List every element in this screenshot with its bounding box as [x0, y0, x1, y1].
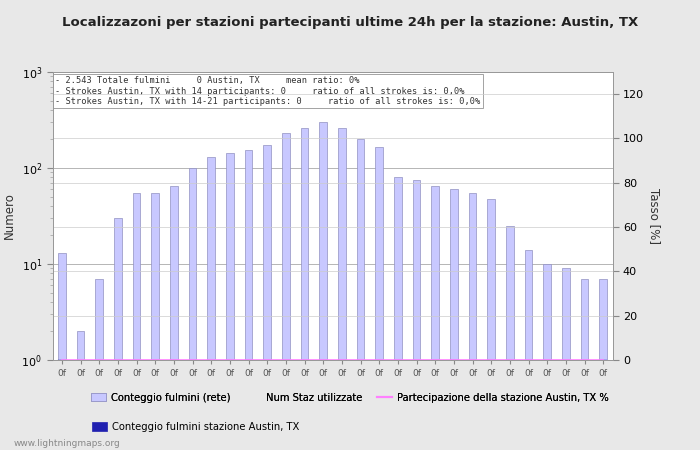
Partecipazione della stazione Austin, TX % — [431, 357, 440, 363]
Partecipazione della stazione Austin, TX % — [599, 357, 608, 363]
Bar — [207, 360, 215, 450]
Bar — [338, 128, 346, 450]
Bar — [506, 360, 514, 450]
Bar — [301, 360, 308, 450]
Bar — [543, 264, 551, 450]
Partecipazione della stazione Austin, TX % — [225, 357, 234, 363]
Y-axis label: Tasso [%]: Tasso [%] — [648, 188, 661, 244]
Partecipazione della stazione Austin, TX % — [468, 357, 477, 363]
Partecipazione della stazione Austin, TX % — [393, 357, 402, 363]
Bar — [431, 360, 439, 450]
Legend: Conteggio fulmini (rete), Num Staz utilizzate, Partecipazione della stazione Aus: Conteggio fulmini (rete), Num Staz utili… — [88, 389, 612, 407]
Partecipazione della stazione Austin, TX % — [319, 357, 328, 363]
Bar — [189, 168, 196, 450]
Text: - 2.543 Totale fulmini     0 Austin, TX     mean ratio: 0%
- Strokes Austin, TX : - 2.543 Totale fulmini 0 Austin, TX mean… — [55, 76, 480, 106]
Partecipazione della stazione Austin, TX % — [412, 357, 421, 363]
Bar — [207, 157, 215, 450]
Bar — [95, 360, 103, 450]
Partecipazione della stazione Austin, TX % — [524, 357, 533, 363]
Partecipazione della stazione Austin, TX % — [169, 357, 178, 363]
Bar — [599, 360, 607, 450]
Bar — [413, 360, 420, 450]
Bar — [151, 360, 159, 450]
Partecipazione della stazione Austin, TX % — [375, 357, 384, 363]
Partecipazione della stazione Austin, TX % — [76, 357, 85, 363]
Partecipazione della stazione Austin, TX % — [505, 357, 514, 363]
Partecipazione della stazione Austin, TX % — [263, 357, 272, 363]
Bar — [58, 253, 66, 450]
Bar — [450, 360, 458, 450]
Bar — [263, 144, 271, 450]
Partecipazione della stazione Austin, TX % — [113, 357, 122, 363]
Bar — [77, 360, 84, 450]
Bar — [431, 186, 439, 450]
Partecipazione della stazione Austin, TX % — [300, 357, 309, 363]
Bar — [525, 250, 532, 450]
Bar — [189, 360, 196, 450]
Bar — [525, 360, 532, 450]
Partecipazione della stazione Austin, TX % — [356, 357, 365, 363]
Bar — [319, 122, 327, 450]
Bar — [487, 360, 495, 450]
Partecipazione della stazione Austin, TX % — [337, 357, 346, 363]
Bar — [245, 150, 252, 450]
Bar — [282, 133, 290, 450]
Bar — [301, 128, 308, 450]
Bar — [469, 193, 476, 450]
Bar — [450, 189, 458, 450]
Bar — [338, 360, 346, 450]
Bar — [151, 193, 159, 450]
Partecipazione della stazione Austin, TX % — [207, 357, 216, 363]
Bar — [226, 153, 234, 450]
Bar — [375, 360, 383, 450]
Bar — [77, 331, 84, 450]
Bar — [487, 198, 495, 450]
Y-axis label: Numero: Numero — [3, 193, 16, 239]
Legend: Conteggio fulmini stazione Austin, TX: Conteggio fulmini stazione Austin, TX — [88, 418, 304, 436]
Bar — [375, 147, 383, 450]
Bar — [170, 186, 178, 450]
Bar — [319, 360, 327, 450]
Partecipazione della stazione Austin, TX % — [95, 357, 104, 363]
Partecipazione della stazione Austin, TX % — [449, 357, 458, 363]
Bar — [133, 193, 140, 450]
Text: www.lightningmaps.org: www.lightningmaps.org — [14, 439, 120, 448]
Bar — [394, 177, 402, 450]
Bar — [114, 218, 122, 450]
Bar — [469, 360, 476, 450]
Bar — [170, 360, 178, 450]
Bar — [245, 360, 252, 450]
Partecipazione della stazione Austin, TX % — [132, 357, 141, 363]
Bar — [133, 360, 140, 450]
Bar — [282, 360, 290, 450]
Bar — [581, 360, 588, 450]
Bar — [394, 360, 402, 450]
Bar — [58, 360, 66, 450]
Bar — [599, 279, 607, 450]
Partecipazione della stazione Austin, TX % — [57, 357, 66, 363]
Text: Localizzazoni per stazioni partecipanti ultime 24h per la stazione: Austin, TX: Localizzazoni per stazioni partecipanti … — [62, 16, 638, 29]
Bar — [95, 279, 103, 450]
Bar — [562, 360, 570, 450]
Bar — [263, 360, 271, 450]
Partecipazione della stazione Austin, TX % — [580, 357, 589, 363]
Partecipazione della stazione Austin, TX % — [244, 357, 253, 363]
Partecipazione della stazione Austin, TX % — [487, 357, 496, 363]
Bar — [226, 360, 234, 450]
Partecipazione della stazione Austin, TX % — [151, 357, 160, 363]
Partecipazione della stazione Austin, TX % — [188, 357, 197, 363]
Partecipazione della stazione Austin, TX % — [281, 357, 290, 363]
Bar — [562, 268, 570, 450]
Bar — [581, 279, 588, 450]
Bar — [114, 360, 122, 450]
Bar — [357, 360, 364, 450]
Partecipazione della stazione Austin, TX % — [543, 357, 552, 363]
Bar — [357, 139, 364, 450]
Bar — [543, 360, 551, 450]
Bar — [506, 226, 514, 450]
Bar — [413, 180, 420, 450]
Partecipazione della stazione Austin, TX % — [561, 357, 570, 363]
